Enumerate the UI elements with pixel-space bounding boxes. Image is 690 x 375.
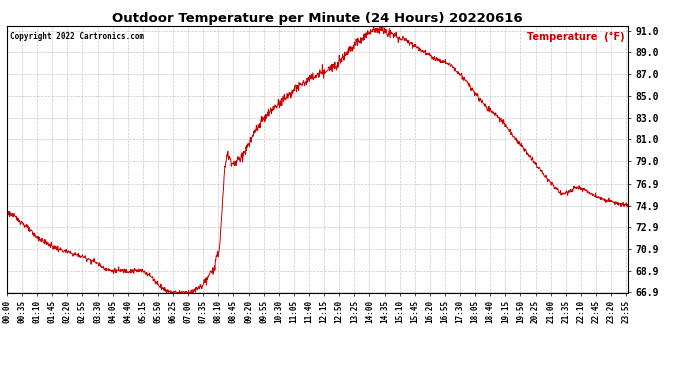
Title: Outdoor Temperature per Minute (24 Hours) 20220616: Outdoor Temperature per Minute (24 Hours… xyxy=(112,12,523,25)
Text: Temperature  (°F): Temperature (°F) xyxy=(527,32,625,42)
Text: Copyright 2022 Cartronics.com: Copyright 2022 Cartronics.com xyxy=(10,32,144,40)
